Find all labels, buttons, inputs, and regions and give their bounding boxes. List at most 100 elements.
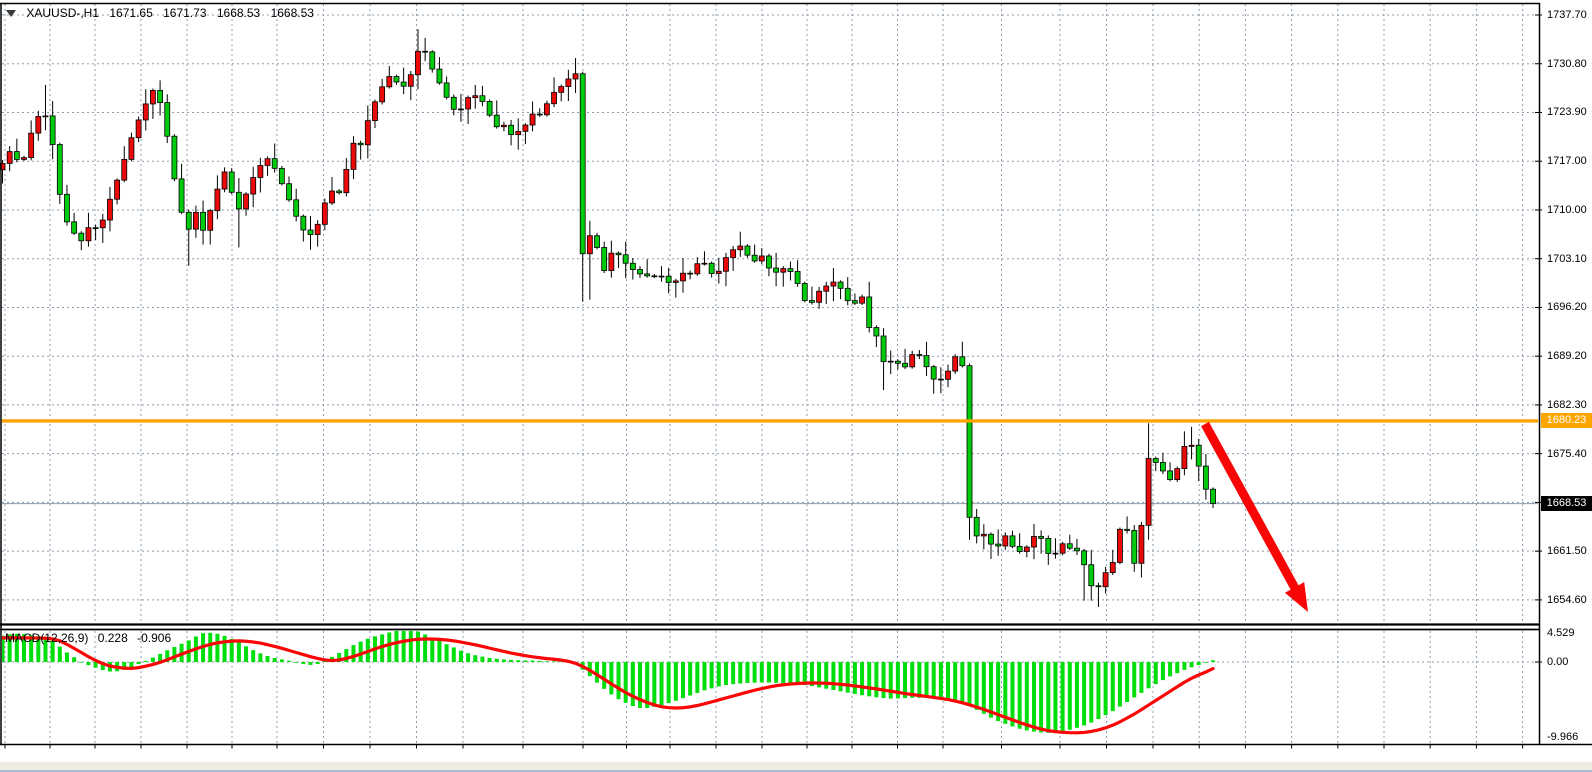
macd-histogram-bar (860, 662, 865, 696)
candle-body (0, 163, 6, 171)
candle-body (773, 267, 780, 273)
candle-body (64, 193, 70, 223)
candle-body (486, 101, 493, 116)
candle-body (114, 179, 121, 200)
macd-histogram-bar (1132, 662, 1137, 698)
candle-body (880, 335, 887, 363)
macd-histogram-bar (745, 662, 750, 684)
macd-axis-label: 0.00 (1547, 656, 1569, 668)
macd-histogram-bar (437, 640, 442, 662)
candle-body (193, 211, 199, 230)
price-axis-label: 1675.40 (1547, 447, 1587, 460)
candle-body (1109, 562, 1116, 573)
macd-histogram-bar (308, 662, 313, 665)
macd-histogram-bar (501, 659, 506, 662)
candle-body (49, 115, 56, 145)
macd-histogram-bar (36, 636, 41, 662)
macd-histogram-bar (731, 662, 736, 685)
symbol-dropdown-icon[interactable] (6, 10, 16, 17)
candle-body (1066, 543, 1073, 549)
macd-histogram-bar (845, 662, 850, 693)
candle-body (558, 86, 565, 93)
macd-histogram-bar (544, 661, 549, 663)
candle-body (579, 73, 586, 255)
candle-body (1052, 552, 1059, 555)
candle-body (128, 137, 135, 160)
candle-body (493, 114, 500, 128)
macd-axis: 4.529 0.00 -9.966 (1541, 624, 1592, 744)
candle-body (1095, 585, 1102, 588)
candle-body (665, 275, 672, 283)
macd-signal-value: -0.906 (137, 631, 172, 645)
down-arrow-head (1284, 582, 1308, 612)
macd-histogram-bar (788, 662, 793, 684)
candle-body (937, 378, 944, 381)
candle-body (343, 169, 350, 194)
candle-body (286, 183, 292, 201)
macd-histogram-bar (688, 662, 693, 696)
candle-body (1031, 535, 1037, 548)
candle-body (837, 281, 844, 289)
macd-histogram-bar (931, 662, 936, 699)
macd-histogram-bar (917, 662, 922, 698)
candle-body (278, 167, 285, 185)
macd-histogram-bar (165, 650, 170, 662)
candle-body (866, 296, 873, 328)
macd-histogram-bar (623, 662, 628, 703)
candle-body (200, 211, 206, 231)
macd-histogram-bar (1082, 662, 1087, 726)
macd-histogram-bar (430, 637, 435, 662)
candle-body (357, 142, 364, 146)
candle-body (730, 249, 737, 259)
macd-histogram-bar (895, 662, 900, 699)
macd-axis-label: 4.529 (1547, 627, 1575, 639)
macd-histogram-bar (487, 657, 492, 662)
candle-body (672, 280, 679, 283)
macd-histogram-bar (21, 634, 26, 662)
macd-histogram-bar (1039, 662, 1044, 733)
macd-histogram-bar (630, 662, 635, 707)
macd-histogram-bar (831, 662, 836, 690)
macd-histogram-bar (258, 653, 263, 662)
candle-body (551, 91, 557, 105)
candle-body (1088, 564, 1095, 587)
time-axis[interactable]: 8 Sep 20228 Sep 18:009 Sep 07:0011 Sep 2… (0, 744, 1592, 762)
macd-histogram-bar (996, 662, 1001, 722)
macd-histogram-bar (766, 662, 771, 683)
price-axis-label: 1730.80 (1547, 57, 1587, 70)
macd-histogram-bar (652, 662, 657, 707)
candle-body (85, 227, 92, 242)
macd-histogram-bar (401, 631, 406, 662)
macd-histogram-bar (659, 662, 664, 706)
macd-histogram-bar (938, 662, 943, 699)
candle-body (737, 245, 744, 251)
macd-histogram-bar (143, 660, 148, 662)
macd-histogram-bar (57, 646, 62, 662)
candle-body (465, 97, 471, 110)
macd-histogram-bar (967, 662, 972, 706)
candle-body (142, 103, 149, 121)
candle-body (157, 90, 163, 103)
candle-body (543, 103, 550, 116)
macd-histogram-bar (7, 634, 12, 662)
candle-body (35, 116, 42, 134)
candle-body (429, 51, 436, 70)
candle-body (894, 360, 901, 364)
macd-histogram-bar (981, 662, 986, 714)
candle-body (923, 355, 930, 368)
candle-body (501, 124, 507, 128)
macd-histogram-bar (315, 662, 320, 665)
candle-body (56, 144, 63, 195)
candle-body (508, 124, 514, 136)
candle-body (844, 287, 851, 302)
price-axis-label: 1689.20 (1547, 350, 1587, 363)
macd-histogram-bar (344, 649, 349, 662)
macd-histogram-bar (265, 655, 270, 662)
candle-body (150, 90, 156, 105)
window-bottom-strip (0, 762, 1592, 772)
macd-value: 0.228 (97, 631, 128, 645)
candle-body (42, 115, 49, 118)
candle-body (135, 119, 142, 139)
candle-body (121, 158, 128, 181)
